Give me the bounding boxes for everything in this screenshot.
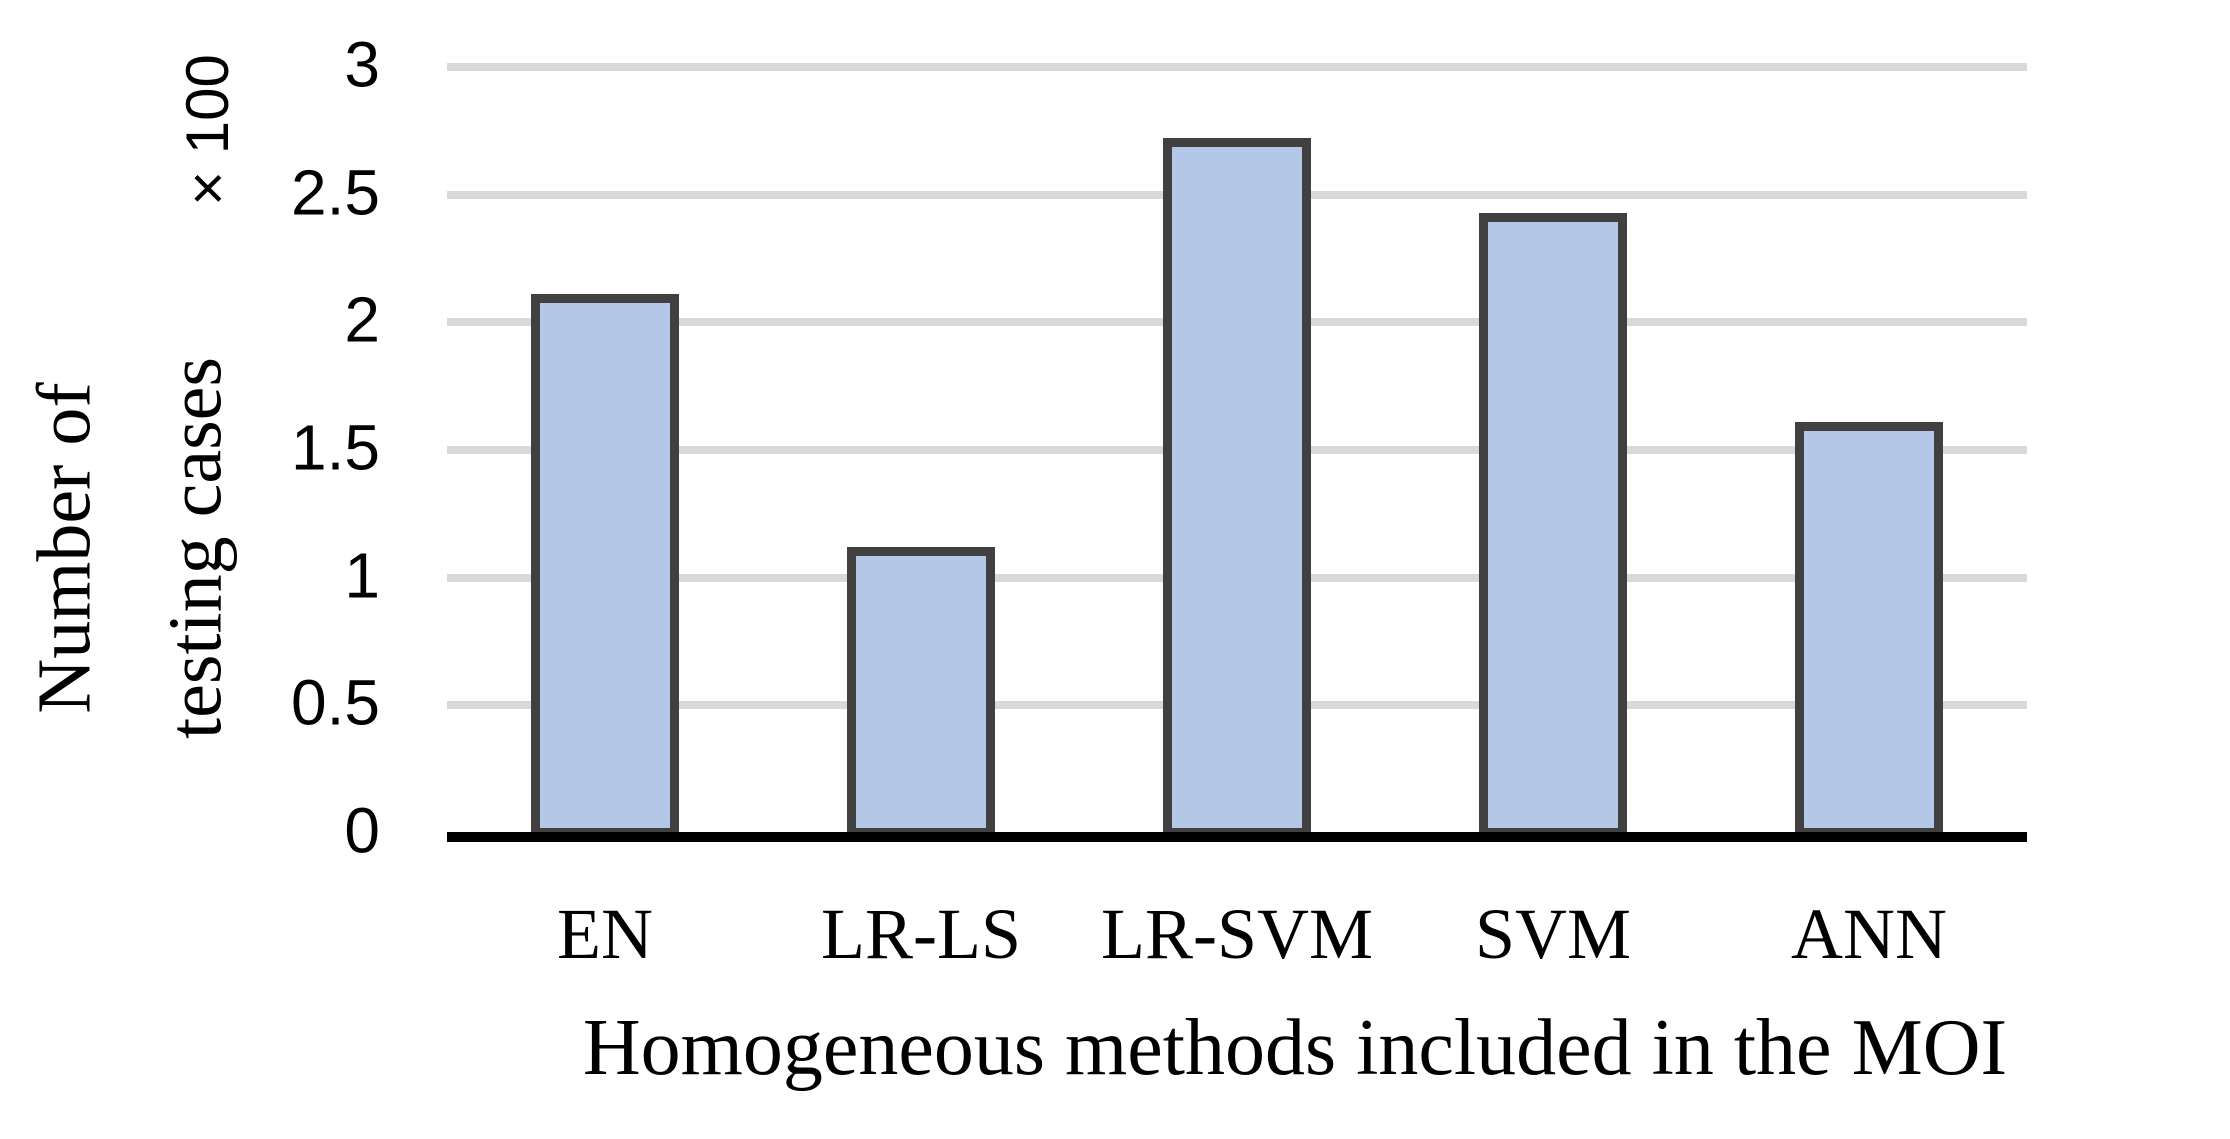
ytick-label-1: 1 — [344, 539, 380, 612]
bar-LR-LS — [847, 547, 995, 837]
bar-ANN — [1795, 422, 1943, 837]
ytick-label-1.5: 1.5 — [291, 411, 380, 484]
xcat-label-EN: EN — [557, 894, 653, 974]
x-axis-title: Homogeneous methods included in the MOI — [582, 1004, 2008, 1092]
ytick-label-3: 3 — [344, 28, 380, 101]
xcat-label-ANN: ANN — [1791, 894, 1947, 974]
xcat-label-SVM: SVM — [1474, 894, 1632, 974]
ytick-label-2.5: 2.5 — [291, 156, 380, 229]
ytick-label-0.5: 0.5 — [291, 666, 380, 739]
ytick-label-2: 2 — [344, 283, 380, 356]
ytick-label-0: 0 — [344, 794, 380, 867]
bar-LR-SVM — [1163, 138, 1311, 837]
xcat-label-LR-LS: LR-LS — [820, 894, 1022, 974]
y-axis-title-line-1: Number of — [22, 382, 107, 714]
bar-EN — [531, 294, 679, 837]
bar-SVM — [1479, 213, 1627, 837]
gridline-3 — [447, 63, 2027, 71]
xcat-label-LR-SVM: LR-SVM — [1100, 894, 1374, 974]
x-axis-line — [447, 832, 2027, 842]
